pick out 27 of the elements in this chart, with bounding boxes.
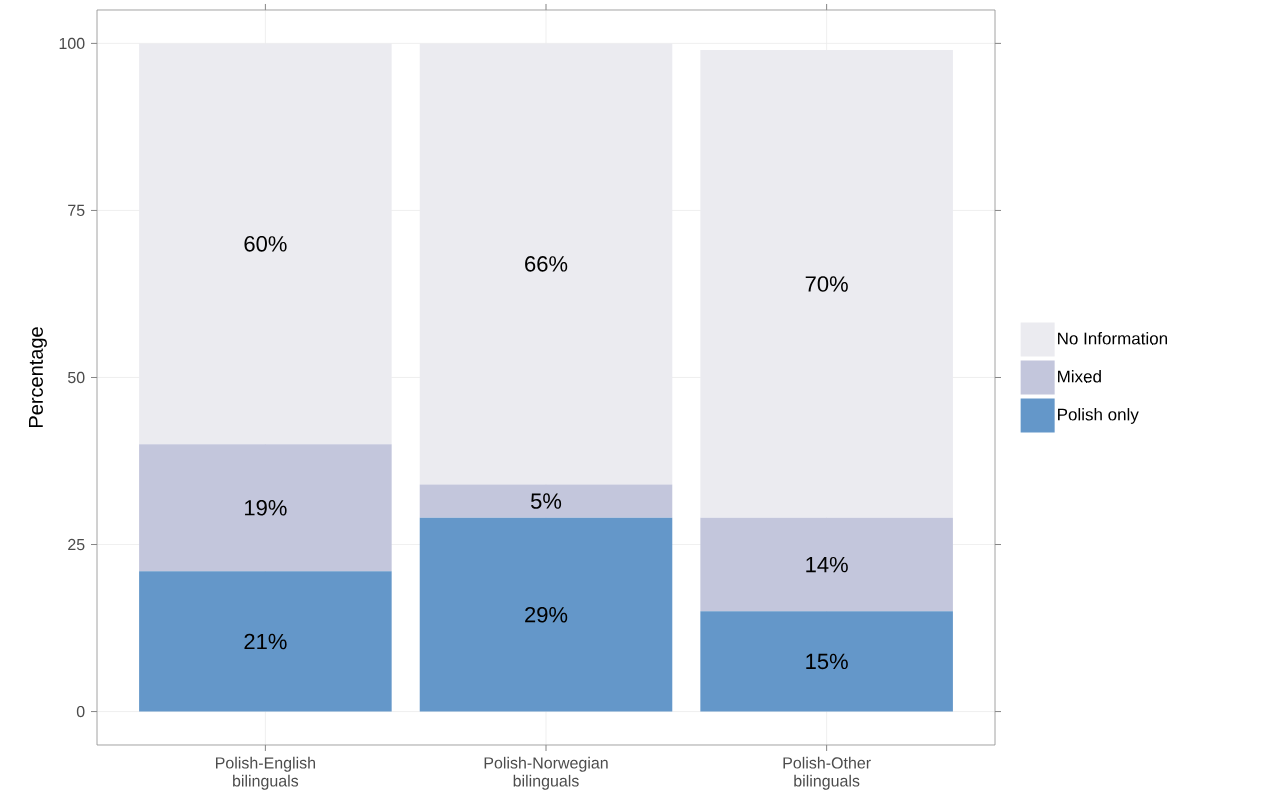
y-tick-label: 0 — [76, 705, 85, 718]
data-label: 60% — [244, 236, 287, 252]
bar — [419, 484, 673, 518]
legend-label: No Information — [1058, 332, 1168, 345]
data-label: 14% — [806, 556, 848, 573]
bar — [700, 517, 953, 612]
y-tick-label: 50 — [67, 371, 85, 384]
data-label: 70% — [805, 276, 848, 292]
y-tick-label: 100 — [59, 37, 85, 50]
y-tick-label: 25 — [68, 538, 85, 551]
data-label: 21% — [244, 633, 287, 650]
x-tick-label: Polish-Norwegian bilinguals — [484, 756, 608, 790]
data-label: 66% — [525, 256, 568, 272]
y-tick-label: 75 — [68, 204, 85, 217]
y-axis-title: Percentage — [29, 327, 47, 427]
data-label: 5% — [530, 493, 562, 509]
bar — [139, 571, 392, 712]
bar — [700, 611, 953, 712]
bar — [419, 517, 673, 712]
legend-label: Polish only — [1058, 408, 1139, 424]
legend-label: Mixed — [1058, 370, 1101, 383]
data-label: 19% — [245, 499, 287, 516]
data-label: 15% — [806, 653, 848, 670]
x-tick-label: Polish-Other bilinguals — [783, 756, 871, 790]
x-tick-label: Polish-English bilinguals — [216, 756, 316, 790]
data-label: 29% — [525, 606, 568, 623]
bar — [139, 444, 392, 572]
